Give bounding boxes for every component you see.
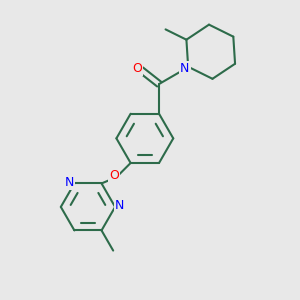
Text: O: O xyxy=(109,169,119,182)
Text: O: O xyxy=(132,62,142,75)
Text: N: N xyxy=(115,199,124,212)
Text: N: N xyxy=(65,176,74,189)
Text: N: N xyxy=(180,62,190,75)
